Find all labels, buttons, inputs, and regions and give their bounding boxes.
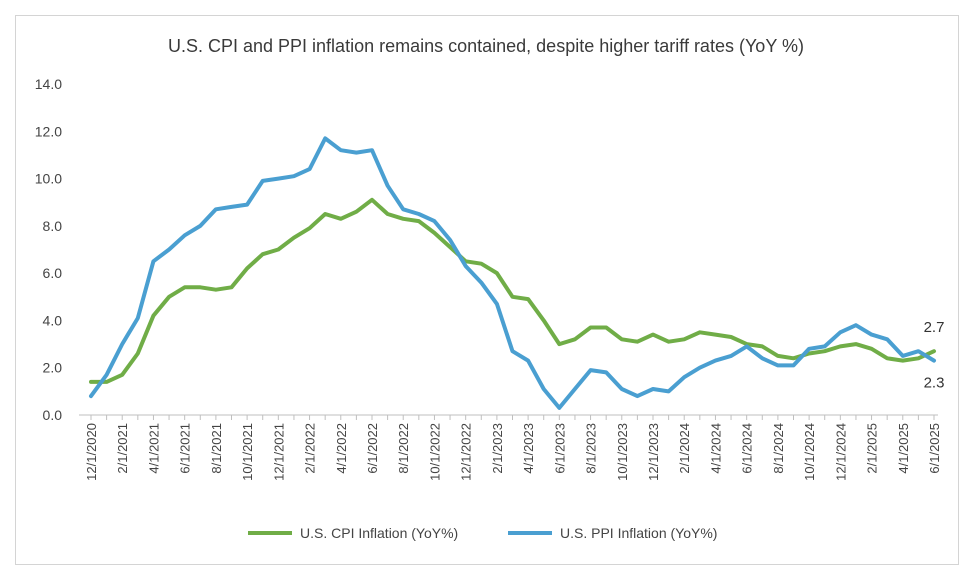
x-tick-label: 6/1/2024: [740, 423, 755, 474]
x-tick-label: 8/1/2021: [209, 423, 224, 474]
x-tick-label: 4/1/2021: [146, 423, 161, 474]
y-tick-label: 12.0: [35, 123, 62, 139]
cpi-series-line[interactable]: [89, 197, 936, 384]
x-tick-label: 6/1/2022: [365, 423, 380, 474]
x-axis: 12/1/2020 2/1/2021 4/1/2021 6/1/2021 8/1/202…: [79, 414, 942, 481]
y-tick-label: 4.0: [43, 312, 63, 328]
y-tick-label: 6.0: [43, 265, 63, 281]
x-tick-label: 2/1/2025: [865, 423, 880, 474]
legend-swatch-ppi: [508, 531, 552, 535]
x-tick-label: 8/1/2023: [584, 423, 599, 474]
x-tick-label: 6/1/2023: [552, 423, 567, 474]
x-tick-label: 12/1/2023: [646, 423, 661, 481]
legend-label-ppi: U.S. PPI Inflation (YoY%): [560, 525, 718, 541]
x-tick-label: 2/1/2023: [490, 423, 505, 474]
x-tick-label: 4/1/2024: [708, 423, 723, 474]
x-tick-label: 10/1/2021: [240, 423, 255, 481]
legend-item-cpi[interactable]: U.S. CPI Inflation (YoY%): [248, 525, 458, 541]
x-tick-label: 10/1/2023: [615, 423, 630, 481]
ppi-series-line[interactable]: [89, 136, 936, 410]
x-tick-label: 4/1/2025: [896, 423, 911, 474]
y-axis: 0.0 2.0 4.0 6.0 8.0 10.0 12.0 14.0: [35, 76, 62, 423]
legend-label-cpi: U.S. CPI Inflation (YoY%): [300, 525, 459, 541]
x-tick-label: 6/1/2021: [178, 423, 193, 474]
x-tick-label: 2/1/2022: [303, 423, 318, 474]
x-tick-label: 2/1/2021: [115, 423, 130, 474]
x-tick-label: 10/1/2022: [427, 423, 442, 481]
y-tick-label: 2.0: [43, 360, 63, 376]
y-tick-label: 14.0: [35, 76, 62, 92]
x-tick-label: 2/1/2024: [677, 423, 692, 474]
x-tick-label: 12/1/2022: [459, 423, 474, 481]
data-labels: 2.7 2.3: [924, 319, 945, 391]
series-layer: [89, 136, 936, 410]
legend-swatch-cpi: [248, 531, 292, 535]
x-tick-label: 6/1/2025: [927, 423, 942, 474]
x-tick-label: 8/1/2022: [396, 423, 411, 474]
cpi-end-label: 2.7: [924, 319, 945, 336]
ppi-end-label: 2.3: [924, 375, 945, 392]
x-tick-label: 12/1/2024: [833, 423, 848, 481]
y-tick-label: 8.0: [43, 218, 63, 234]
x-tick-label: 12/1/2021: [271, 423, 286, 481]
legend-item-ppi[interactable]: U.S. PPI Inflation (YoY%): [508, 525, 717, 541]
y-tick-label: 10.0: [35, 171, 62, 187]
chart-title: U.S. CPI and PPI inflation remains conta…: [167, 36, 804, 56]
x-tick-label: 8/1/2024: [771, 423, 786, 474]
legend: U.S. CPI Inflation (YoY%) U.S. PPI Infla…: [0, 525, 972, 549]
x-tick-label: 10/1/2024: [802, 423, 817, 481]
x-tick-label: 4/1/2023: [521, 423, 536, 474]
x-tick-label: 12/1/2020: [84, 423, 99, 481]
y-tick-label: 0.0: [43, 407, 63, 423]
x-tick-label: 4/1/2022: [334, 423, 349, 474]
